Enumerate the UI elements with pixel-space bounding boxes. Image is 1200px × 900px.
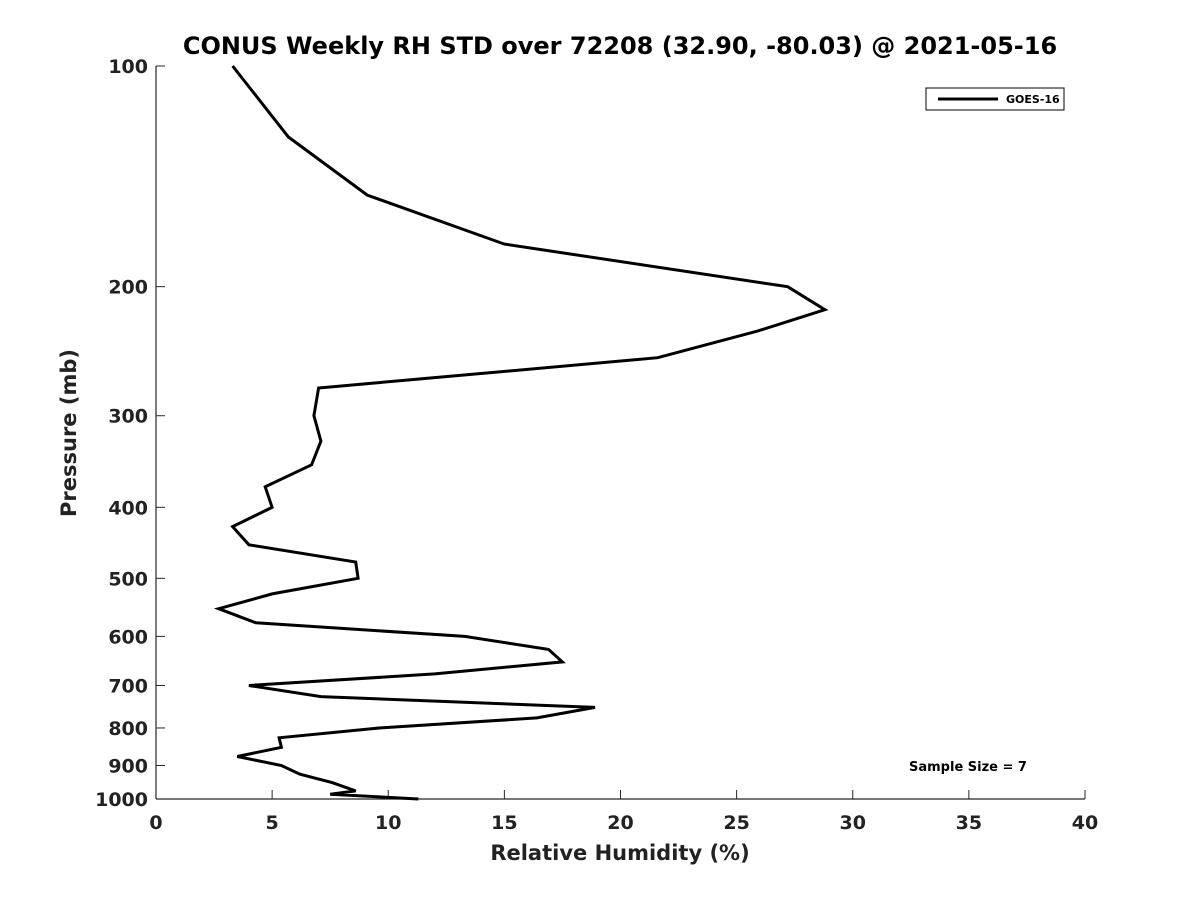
x-tick-label: 10 xyxy=(375,812,401,834)
x-tick-label: 40 xyxy=(1072,812,1098,834)
y-tick-label: 800 xyxy=(108,718,148,740)
sample-size-annotation: Sample Size = 7 xyxy=(909,760,1027,775)
x-tick-label: 25 xyxy=(723,812,749,834)
x-tick-label: 35 xyxy=(956,812,982,834)
y-tick-label: 900 xyxy=(108,755,148,777)
x-tick-label: 15 xyxy=(491,812,517,834)
chart-title: CONUS Weekly RH STD over 72208 (32.90, -… xyxy=(183,32,1057,60)
axes: 0 5 10 15 20 25 30 35 40 100 200 300 400 500 600 700 800… xyxy=(95,56,1098,834)
y-tick-label: 500 xyxy=(108,568,148,590)
x-tick-label: 20 xyxy=(607,812,633,834)
y-tick-label: 300 xyxy=(108,406,148,428)
x-axis-label: Relative Humidity (%) xyxy=(490,841,749,865)
legend-label-goes-16: GOES-16 xyxy=(1006,93,1060,106)
y-tick-label: 400 xyxy=(108,497,148,519)
legend: GOES-16 xyxy=(925,87,1065,111)
x-tick-label: 30 xyxy=(840,812,866,834)
plot-area xyxy=(213,65,829,801)
y-tick-label: 1000 xyxy=(95,789,148,811)
y-axis-label: Pressure (mb) xyxy=(57,349,81,517)
y-tick-label: 600 xyxy=(108,626,148,648)
y-tick-label: 200 xyxy=(108,277,148,299)
y-tick-label: 100 xyxy=(108,56,148,78)
x-tick-label: 0 xyxy=(149,812,162,834)
series-line-goes-16 xyxy=(213,65,829,801)
y-tick-label: 700 xyxy=(108,675,148,697)
x-tick-label: 5 xyxy=(266,812,279,834)
